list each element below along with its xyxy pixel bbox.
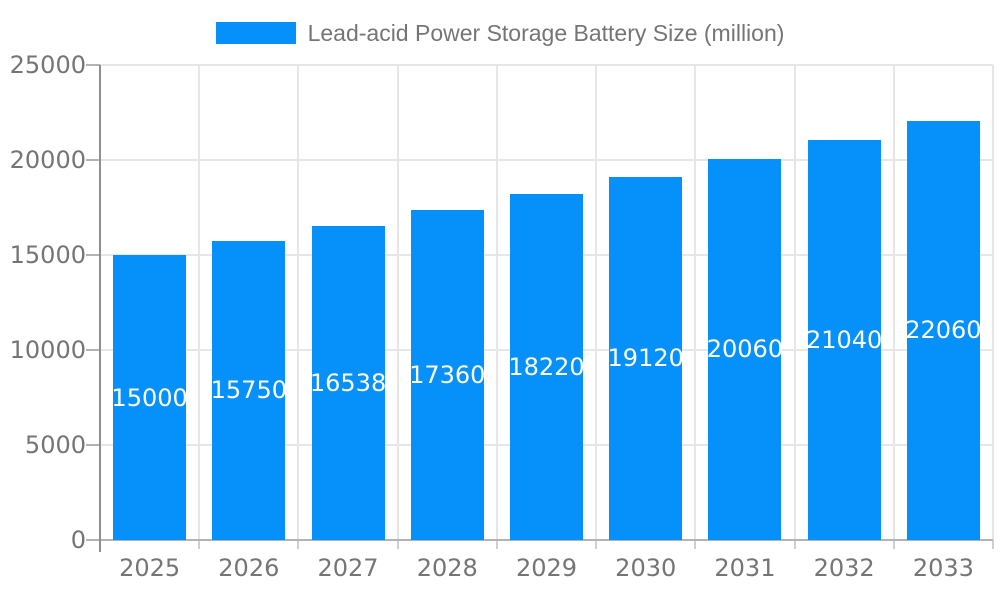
x-axis-line xyxy=(100,539,993,541)
x-gridline xyxy=(297,65,300,540)
bar-value-label: 18220 xyxy=(508,352,585,381)
x-gridline xyxy=(892,65,895,540)
y-tick-mark xyxy=(86,254,100,256)
bar-value-label: 16538 xyxy=(309,368,387,397)
x-tick-mark xyxy=(495,540,498,549)
bar-value-label: 20060 xyxy=(706,335,784,364)
bar-2025[interactable] xyxy=(113,255,187,540)
x-axis-label: 2031 xyxy=(714,554,776,582)
x-tick-mark xyxy=(793,540,796,549)
legend-swatch-icon xyxy=(215,22,296,44)
bar-2033[interactable] xyxy=(906,120,980,540)
bar-2027[interactable] xyxy=(311,225,385,540)
bar-value-label: 21040 xyxy=(805,326,883,355)
bar-value-label: 17360 xyxy=(409,361,486,390)
x-axis-label: 2026 xyxy=(218,554,280,582)
x-tick-mark xyxy=(992,540,994,549)
x-tick-mark xyxy=(297,540,300,549)
y-axis-line xyxy=(99,65,101,552)
y-axis-label: 0 xyxy=(70,526,86,554)
x-axis-label: 2028 xyxy=(416,554,478,582)
x-tick-mark xyxy=(694,540,697,549)
y-tick-mark xyxy=(86,539,100,541)
y-axis-label: 15000 xyxy=(9,241,86,269)
y-tick-mark xyxy=(86,349,100,351)
bar-2031[interactable] xyxy=(708,158,782,540)
y-gridline xyxy=(100,64,993,66)
x-gridline xyxy=(396,65,399,540)
y-tick-mark xyxy=(86,159,100,161)
bar-2028[interactable] xyxy=(410,210,484,540)
bar-2026[interactable] xyxy=(212,240,286,540)
x-tick-mark xyxy=(595,540,598,549)
x-axis-label: 2030 xyxy=(615,554,677,582)
bar-value-label: 15000 xyxy=(111,383,188,412)
bar-2030[interactable] xyxy=(609,176,683,540)
x-gridline xyxy=(992,65,994,540)
y-tick-mark xyxy=(86,64,100,66)
y-gridline xyxy=(100,159,993,161)
x-gridline xyxy=(694,65,697,540)
bar-value-label: 22060 xyxy=(905,316,982,345)
x-axis-label: 2033 xyxy=(912,554,974,582)
bar-2029[interactable] xyxy=(510,193,583,540)
x-gridline xyxy=(595,65,598,540)
x-tick-mark xyxy=(396,540,399,549)
x-gridline xyxy=(198,65,201,540)
x-gridline xyxy=(495,65,498,540)
chart-legend[interactable]: Lead-acid Power Storage Battery Size (mi… xyxy=(0,9,1000,57)
y-axis-label: 5000 xyxy=(24,431,86,459)
bar-2032[interactable] xyxy=(807,140,881,540)
x-axis-label: 2025 xyxy=(119,554,181,582)
y-tick-mark xyxy=(86,444,100,446)
y-axis-label: 25000 xyxy=(9,51,86,79)
y-axis-label: 10000 xyxy=(9,336,86,364)
y-axis-label: 20000 xyxy=(9,146,86,174)
x-axis-label: 2029 xyxy=(515,554,578,582)
legend-label: Lead-acid Power Storage Battery Size (mi… xyxy=(307,20,785,46)
bar-value-label: 19120 xyxy=(607,344,684,373)
x-tick-mark xyxy=(198,540,201,549)
x-axis-label: 2032 xyxy=(813,554,875,582)
bar-value-label: 15750 xyxy=(210,376,287,405)
x-gridline xyxy=(793,65,796,540)
x-axis-label: 2027 xyxy=(317,554,379,582)
x-tick-mark xyxy=(892,540,895,549)
